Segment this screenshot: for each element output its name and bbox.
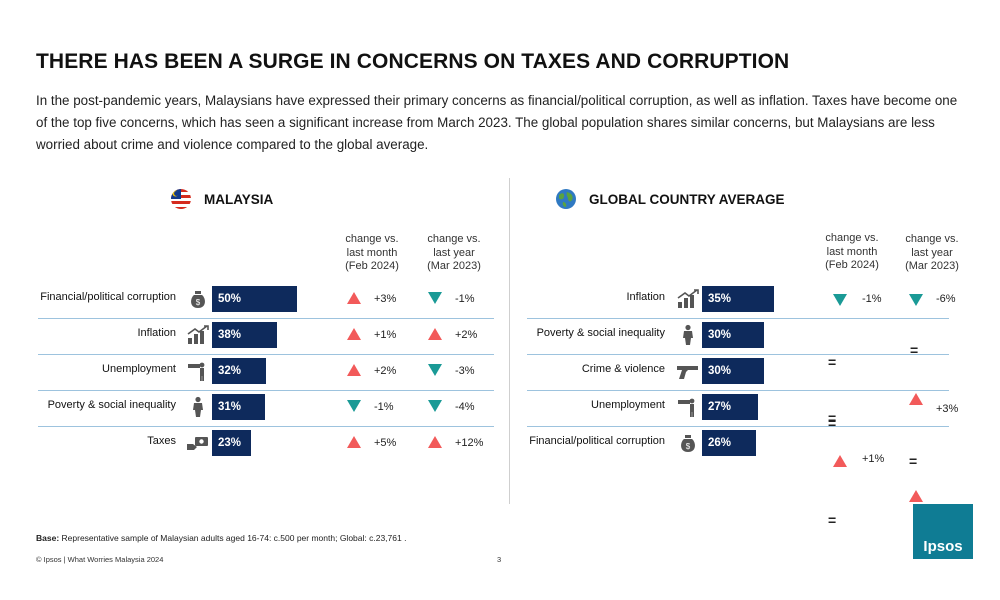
global-row-label: Poverty & social inequality bbox=[536, 327, 665, 339]
global-year-no-change: = bbox=[909, 453, 918, 469]
malaysia-row-separator bbox=[38, 426, 494, 427]
malaysia-month-change-value: +5% bbox=[374, 437, 397, 449]
base-note: Base: Representative sample of Malaysian… bbox=[36, 533, 407, 543]
global-bar: 35% bbox=[702, 286, 775, 312]
svg-text:$: $ bbox=[196, 298, 201, 307]
malaysia-month-change-up-icon bbox=[347, 364, 361, 376]
global-bar: 30% bbox=[702, 358, 765, 384]
panel-divider bbox=[509, 178, 510, 504]
global-month-no-change: = bbox=[828, 415, 837, 431]
malaysia-month-change-value: +1% bbox=[374, 329, 397, 341]
global-row-separator bbox=[527, 390, 949, 391]
malaysia-row-separator bbox=[38, 390, 494, 391]
malaysia-year-change-value: +2% bbox=[455, 329, 478, 341]
malaysia-row-label: Financial/political corruption bbox=[40, 291, 176, 303]
rising-chart-icon bbox=[676, 288, 700, 310]
malaysia-month-change-value: +2% bbox=[374, 365, 397, 377]
globe-icon bbox=[556, 189, 576, 209]
malaysia-year-change-down-icon bbox=[428, 292, 442, 304]
malaysia-year-change-up-icon bbox=[428, 436, 442, 448]
global-year-change-down-icon bbox=[909, 294, 923, 306]
person-icon bbox=[676, 324, 700, 346]
malaysia-flag-icon bbox=[171, 189, 191, 209]
global-row-label: Unemployment bbox=[591, 399, 665, 411]
malaysia-row-label: Poverty & social inequality bbox=[47, 399, 176, 411]
global-bar: 26% bbox=[702, 430, 756, 456]
malaysia-row-label: Inflation bbox=[137, 327, 176, 339]
global-month-no-change: = bbox=[828, 354, 837, 370]
malaysia-month-change-up-icon bbox=[347, 436, 361, 448]
ipsos-logo: Ipsos bbox=[913, 504, 973, 559]
page-number: 3 bbox=[497, 555, 502, 564]
malaysia-panel-title: MALAYSIA bbox=[204, 191, 274, 207]
global-bar: 30% bbox=[702, 322, 765, 348]
global-month-change-down-icon bbox=[833, 294, 847, 306]
malaysia-bar: 38% bbox=[212, 322, 277, 348]
malaysia-year-change-value: -4% bbox=[455, 401, 475, 413]
global-month-change-value: +1% bbox=[862, 453, 885, 465]
cash-hand-icon bbox=[186, 432, 210, 454]
global-year-no-change: = bbox=[910, 342, 919, 358]
malaysia-year-change-value: -1% bbox=[455, 293, 475, 305]
global-panel-title: GLOBAL COUNTRY AVERAGE bbox=[589, 191, 785, 207]
jobless-person-icon bbox=[676, 396, 700, 418]
malaysia-year-change-down-icon bbox=[428, 364, 442, 376]
global-extra-no-change: = bbox=[828, 512, 837, 528]
malaysia-year-change-down-icon bbox=[428, 400, 442, 412]
page-title: THERE HAS BEEN A SURGE IN CONCERNS ON TA… bbox=[36, 50, 790, 73]
svg-text:$: $ bbox=[686, 442, 691, 451]
global-row-label: Inflation bbox=[626, 291, 665, 303]
intro-paragraph: In the post-pandemic years, Malaysians h… bbox=[36, 93, 958, 152]
money-bag-icon: $ bbox=[676, 432, 700, 454]
malaysia-row-separator bbox=[38, 318, 494, 319]
malaysia-year-change-value: -3% bbox=[455, 365, 475, 377]
malaysia-bar: 23% bbox=[212, 430, 252, 456]
malaysia-month-change-up-icon bbox=[347, 328, 361, 340]
malaysia-panel-header: MALAYSIA bbox=[170, 188, 273, 210]
malaysia-bar: 50% bbox=[212, 286, 297, 312]
ipsos-logo-text: Ipsos bbox=[923, 538, 963, 555]
malaysia-year-change-value: +12% bbox=[455, 437, 484, 449]
global-month-change-value: -1% bbox=[862, 293, 882, 305]
rising-chart-icon bbox=[186, 324, 210, 346]
global-col-month-header: change vs. last month (Feb 2024) bbox=[825, 232, 879, 271]
malaysia-year-change-up-icon bbox=[428, 328, 442, 340]
global-panel-header: GLOBAL COUNTRY AVERAGE bbox=[555, 188, 785, 210]
malaysia-month-change-up-icon bbox=[347, 292, 361, 304]
malaysia-row-label: Taxes bbox=[147, 435, 176, 447]
global-row-separator bbox=[527, 426, 949, 427]
malaysia-bar: 31% bbox=[212, 394, 265, 420]
money-bag-icon: $ bbox=[186, 288, 210, 310]
global-row-label: Financial/political corruption bbox=[529, 435, 665, 447]
person-icon bbox=[186, 396, 210, 418]
global-year-change-value: -6% bbox=[936, 293, 956, 305]
global-row-separator bbox=[527, 354, 949, 355]
malaysia-row-label: Unemployment bbox=[102, 363, 176, 375]
malaysia-row-separator bbox=[38, 354, 494, 355]
malaysia-month-change-down-icon bbox=[347, 400, 361, 412]
global-year-change-up-icon bbox=[909, 393, 923, 405]
malaysia-col-year-header: change vs. last year (Mar 2023) bbox=[427, 233, 481, 272]
global-month-no-change: = bbox=[828, 410, 837, 426]
footer-copyright: © Ipsos | What Worries Malaysia 2024 bbox=[36, 555, 164, 564]
global-year-change-value: +3% bbox=[936, 403, 959, 415]
global-bar: 27% bbox=[702, 394, 758, 420]
global-row-separator bbox=[527, 318, 949, 319]
malaysia-bar: 32% bbox=[212, 358, 267, 384]
malaysia-col-month-header: change vs. last month (Feb 2024) bbox=[345, 233, 399, 272]
global-row-label: Crime & violence bbox=[581, 363, 665, 375]
malaysia-month-change-value: -1% bbox=[374, 401, 394, 413]
jobless-person-icon bbox=[186, 360, 210, 382]
malaysia-month-change-value: +3% bbox=[374, 293, 397, 305]
global-year-change-up-icon bbox=[909, 490, 923, 502]
global-month-change-up-icon bbox=[833, 455, 847, 467]
global-col-year-header: change vs. last year (Mar 2023) bbox=[905, 233, 959, 272]
gun-icon bbox=[676, 360, 700, 382]
